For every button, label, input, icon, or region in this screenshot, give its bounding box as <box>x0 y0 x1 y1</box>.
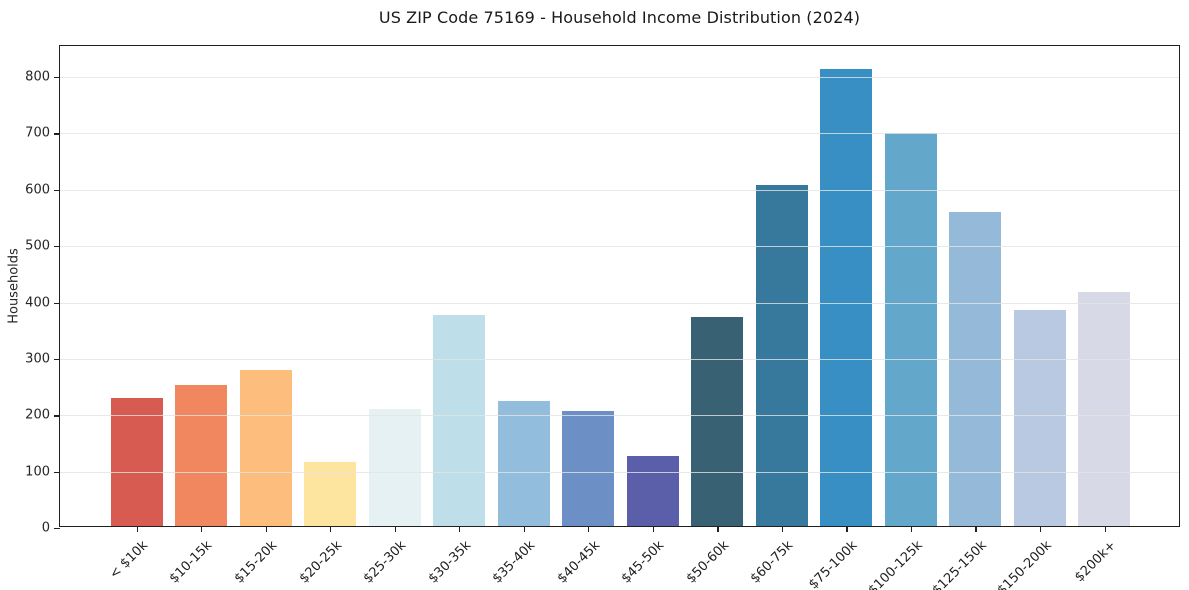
plot-area: 0 100 200 300 400 500 600 700 800 < $10k $10-15k $1… <box>25 45 1180 590</box>
x-tick-mark <box>265 526 267 532</box>
x-tick-mark <box>394 526 396 532</box>
bar <box>691 317 744 526</box>
gridline <box>60 415 1179 417</box>
x-tick-label: $30-35k <box>425 538 474 587</box>
x-tick-label: $125-150k <box>929 538 990 590</box>
y-tick-label: 200 <box>25 407 50 423</box>
bar <box>433 315 486 526</box>
x-tick-mark <box>523 526 525 532</box>
x-tick-mark <box>330 526 332 532</box>
gridline <box>60 246 1179 248</box>
y-tick-label: 400 <box>25 295 50 310</box>
y-axis-label: Households <box>6 248 22 324</box>
x-tick-mark <box>781 526 784 532</box>
x-tick-label: $25-30k <box>360 538 410 587</box>
x-tick-label: $60-75k <box>747 538 797 587</box>
bar <box>1078 292 1131 526</box>
x-tick-mark <box>975 526 977 532</box>
y-tick-label: 300 <box>25 351 50 367</box>
y-tick-label: 700 <box>25 125 50 141</box>
x-tick-label: $10-15k <box>167 538 216 587</box>
x-tick-label: $50-60k <box>683 538 732 587</box>
x-tick-mark <box>717 526 719 532</box>
x-tick-mark <box>846 526 848 532</box>
x-tick-label: $20-25k <box>296 538 345 587</box>
y-tick-label: 0 <box>41 520 50 536</box>
gridline <box>60 133 1179 135</box>
gridline <box>60 302 1179 304</box>
bar <box>239 369 292 526</box>
bar <box>562 411 615 526</box>
bar <box>949 212 1002 526</box>
y-tick-label: 800 <box>25 69 50 85</box>
x-tick-label: $200k+ <box>1072 538 1120 586</box>
x-tick-mark <box>459 526 461 532</box>
y-tick-mark <box>54 358 60 361</box>
y-tick-mark <box>54 471 60 473</box>
bar <box>368 408 421 526</box>
x-tick-mark <box>1039 526 1042 532</box>
bar <box>820 69 873 526</box>
x-tick-mark <box>201 526 203 532</box>
bar <box>175 384 228 526</box>
y-tick-mark <box>54 189 60 192</box>
bar <box>497 401 550 526</box>
gridline <box>60 77 1179 78</box>
bar <box>884 133 937 526</box>
x-tick-mark <box>910 526 913 532</box>
gridline <box>60 471 1179 473</box>
y-tick-mark <box>54 246 60 248</box>
x-tick-label: $40-45k <box>554 538 603 587</box>
y-tick-mark <box>54 77 60 79</box>
chart-title: US ZIP Code 75169 - Household Income Dis… <box>378 8 861 27</box>
y-tick-label: 500 <box>25 238 50 254</box>
x-tick-label: $75-100k <box>806 538 861 590</box>
y-tick-mark <box>54 302 60 304</box>
x-tick-mark <box>588 526 590 532</box>
x-tick-label: < $10k <box>107 538 152 583</box>
x-tick-label: $35-40k <box>489 538 539 587</box>
y-tick-label: 600 <box>25 182 50 198</box>
y-tick-mark <box>54 415 60 417</box>
bar <box>304 462 357 526</box>
x-tick-label: $150-200k <box>994 538 1055 590</box>
gridline <box>60 358 1179 360</box>
bar <box>755 184 808 526</box>
bar <box>626 456 679 526</box>
x-tick-label: $15-20k <box>231 538 281 587</box>
y-tick-mark <box>54 528 60 530</box>
x-tick-mark <box>1104 526 1106 532</box>
x-tick-mark <box>652 526 654 532</box>
x-tick-mark <box>136 526 138 532</box>
y-tick-label: 100 <box>25 464 50 480</box>
bar <box>1013 309 1066 526</box>
gridline <box>60 189 1179 191</box>
x-tick-label: $100-125k <box>865 538 926 590</box>
bar <box>110 397 163 526</box>
y-tick-mark <box>54 133 60 135</box>
x-tick-label: $45-50k <box>618 538 668 587</box>
